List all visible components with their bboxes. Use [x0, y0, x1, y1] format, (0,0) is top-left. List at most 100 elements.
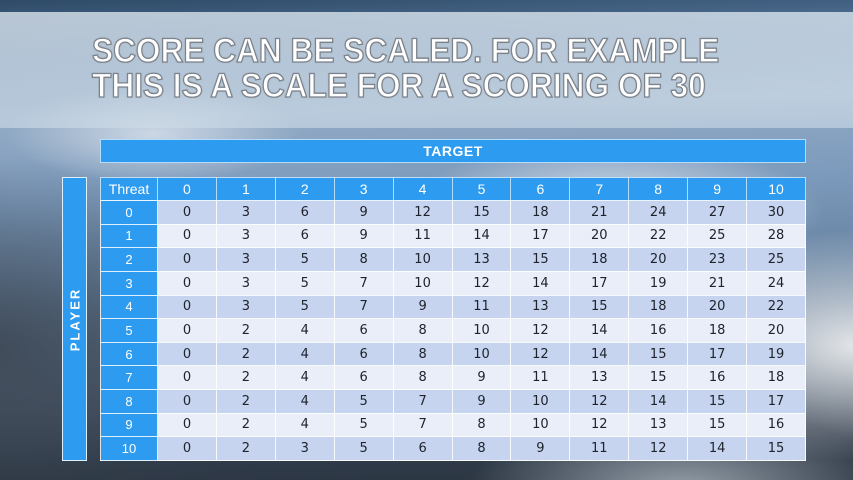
score-cell: 12: [392, 200, 453, 225]
score-cell: 17: [687, 341, 748, 367]
score-cell: 10: [392, 247, 453, 272]
score-cell: 8: [392, 365, 453, 390]
table-row: 10 0 2 3 5 6 8 9 11 12 14 15: [100, 436, 806, 461]
score-cell: 18: [687, 318, 748, 343]
player-axis-label: PLAYER: [67, 287, 83, 351]
score-cell: 13: [628, 412, 689, 438]
row-header-threat-9: 9: [100, 412, 158, 438]
score-cell: 8: [392, 318, 453, 343]
score-cell: 6: [392, 436, 453, 461]
score-cell: 14: [569, 341, 630, 367]
score-cell: 12: [569, 412, 630, 438]
score-cell: 2: [215, 412, 276, 438]
score-cell: 28: [746, 223, 806, 249]
score-cell: 11: [451, 294, 512, 320]
score-cell: 12: [510, 341, 571, 367]
corner-header-threat: Threat: [100, 177, 158, 201]
score-cell: 22: [628, 223, 689, 249]
score-cell: 7: [333, 294, 394, 320]
score-cell: 0: [157, 223, 217, 249]
score-cell: 0: [157, 412, 217, 438]
column-header-target-2: 2: [274, 177, 335, 201]
score-cell: 12: [569, 389, 630, 414]
score-cell: 15: [510, 247, 571, 272]
score-cell: 15: [451, 200, 512, 225]
score-cell: 2: [215, 436, 276, 461]
score-cell: 15: [628, 365, 689, 390]
score-cell: 2: [215, 389, 276, 414]
slide-title-line-2: THIS IS A SCALE FOR A SCORING OF 30: [91, 67, 706, 105]
score-cell: 11: [392, 223, 453, 249]
column-header-target-10: 10: [746, 177, 806, 201]
score-cell: 12: [510, 318, 571, 343]
title-band: SCORE CAN BE SCALED. FOR EXAMPLE THIS IS …: [0, 12, 853, 128]
score-cell: 14: [569, 318, 630, 343]
score-cell: 6: [333, 318, 394, 343]
score-cell: 3: [215, 200, 276, 225]
player-axis-header: PLAYER: [62, 177, 87, 461]
row-header-threat-10: 10: [100, 436, 158, 461]
score-cell: 20: [687, 294, 748, 320]
row-header-threat-6: 6: [100, 341, 158, 367]
row-header-threat-5: 5: [100, 318, 158, 343]
table-row: 6 0 2 4 6 8 10 12 14 15 17 19: [100, 341, 806, 367]
score-cell: 0: [157, 200, 217, 225]
column-header-target-9: 9: [687, 177, 748, 201]
score-cell: 5: [274, 247, 335, 272]
score-cell: 17: [510, 223, 571, 249]
row-header-threat-7: 7: [100, 365, 158, 390]
column-header-target-7: 7: [569, 177, 630, 201]
row-header-threat-0: 0: [100, 200, 158, 225]
score-cell: 16: [746, 412, 806, 438]
score-cell: 3: [215, 223, 276, 249]
score-cell: 15: [569, 294, 630, 320]
score-cell: 9: [510, 436, 571, 461]
score-cell: 11: [569, 436, 630, 461]
row-header-threat-2: 2: [100, 247, 158, 272]
column-header-target-4: 4: [392, 177, 453, 201]
score-table: Threat 0 1 2 3 4 5 6 7 8 9 10 0 0 3 6 9 12 15 18 21 24 27 30 1 0…: [100, 177, 806, 461]
score-cell: 17: [746, 389, 806, 414]
score-cell: 13: [510, 294, 571, 320]
score-cell: 20: [746, 318, 806, 343]
score-cell: 6: [333, 365, 394, 390]
score-cell: 18: [746, 365, 806, 390]
score-cell: 2: [215, 365, 276, 390]
score-cell: 16: [628, 318, 689, 343]
slide-title-line-1: SCORE CAN BE SCALED. FOR EXAMPLE: [91, 32, 720, 70]
score-cell: 5: [333, 389, 394, 414]
threat-header-row: Threat 0 1 2 3 4 5 6 7 8 9 10: [100, 177, 806, 201]
score-cell: 15: [746, 436, 806, 461]
target-axis-header: TARGET: [100, 139, 806, 163]
score-cell: 10: [451, 318, 512, 343]
target-axis-label: TARGET: [423, 143, 483, 159]
score-cell: 0: [157, 247, 217, 272]
score-cell: 14: [510, 270, 571, 296]
score-cell: 0: [157, 436, 217, 461]
score-cell: 0: [157, 270, 217, 296]
table-row: 9 0 2 4 5 7 8 10 12 13 15 16: [100, 412, 806, 438]
score-cell: 4: [274, 318, 335, 343]
row-header-threat-8: 8: [100, 389, 158, 414]
score-cell: 10: [510, 389, 571, 414]
score-cell: 0: [157, 341, 217, 367]
score-cell: 20: [569, 223, 630, 249]
score-cell: 18: [628, 294, 689, 320]
score-cell: 4: [274, 412, 335, 438]
score-cell: 13: [451, 247, 512, 272]
score-cell: 16: [687, 365, 748, 390]
score-cell: 4: [274, 365, 335, 390]
score-cell: 8: [392, 341, 453, 367]
score-cell: 8: [333, 247, 394, 272]
score-cell: 6: [274, 223, 335, 249]
score-cell: 18: [510, 200, 571, 225]
score-cell: 6: [333, 341, 394, 367]
score-cell: 12: [628, 436, 689, 461]
score-cell: 14: [687, 436, 748, 461]
score-cell: 3: [215, 270, 276, 296]
column-header-target-0: 0: [157, 177, 217, 201]
score-cell: 19: [746, 341, 806, 367]
score-cell: 10: [392, 270, 453, 296]
score-cell: 24: [628, 200, 689, 225]
score-cell: 9: [451, 389, 512, 414]
